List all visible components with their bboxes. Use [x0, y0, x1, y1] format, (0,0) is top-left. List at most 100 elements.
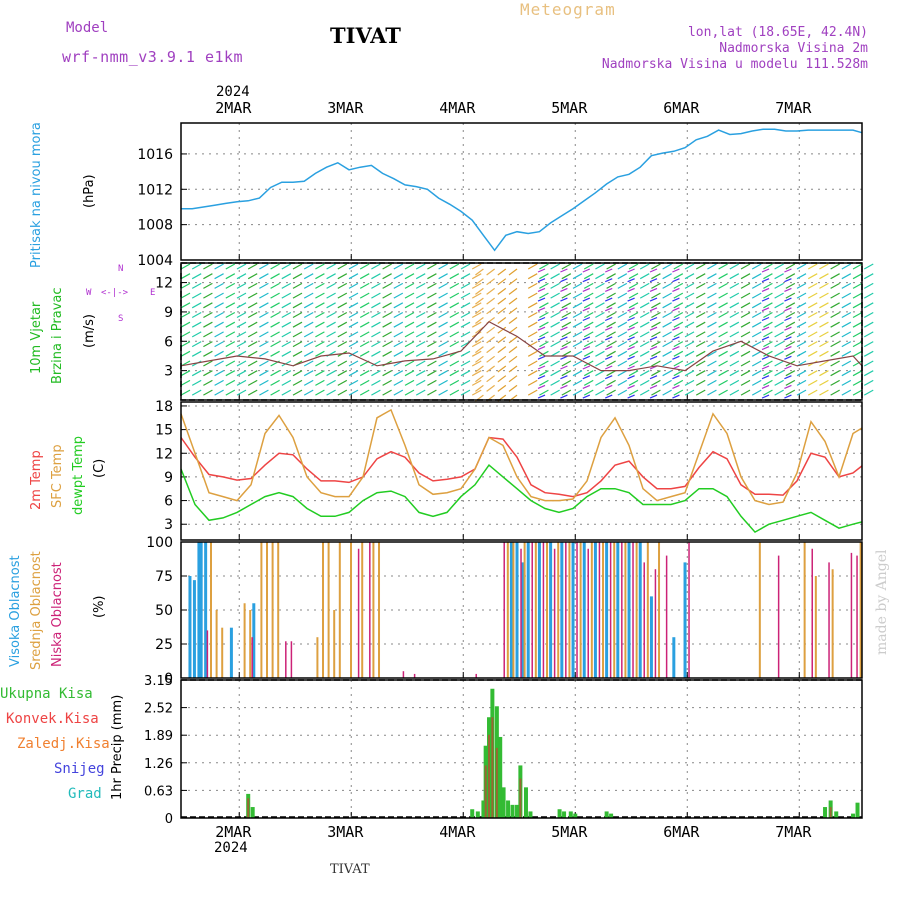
wind-barb [830, 360, 840, 367]
wind-barb [751, 341, 762, 348]
wind-barb [763, 321, 773, 328]
wind-barb [830, 379, 840, 386]
wind-barb [628, 379, 639, 386]
wind-barb-weak [560, 394, 568, 399]
y-tick-label: 0.63 [144, 784, 173, 799]
wind-barb [247, 350, 258, 357]
wind-barb [673, 341, 684, 348]
wind-barb [852, 302, 863, 309]
wind-barb [225, 370, 236, 377]
wind-barb [695, 370, 706, 377]
wind-barb-weak [784, 365, 792, 370]
wind-barb [236, 273, 247, 280]
wind-barb [595, 331, 605, 338]
conv-precip-bar [519, 778, 522, 818]
wind-barb [497, 336, 507, 344]
wind-barb [863, 331, 874, 338]
wind-barb [595, 370, 605, 377]
wind-barb [497, 287, 507, 295]
wind-barb [796, 379, 807, 386]
bottom-day-label: 4MAR [439, 823, 476, 841]
wind-barb [527, 311, 538, 319]
wind-barb-weak [627, 394, 635, 399]
wind-barb [718, 292, 728, 299]
wind-barb [606, 331, 616, 338]
wind-barb [337, 321, 348, 328]
wind-barb [337, 341, 348, 348]
wind-barb [203, 389, 213, 396]
wind-barb [617, 360, 628, 367]
wind-barb-weak [627, 307, 635, 312]
wind-barb [740, 350, 751, 357]
wind-barb [475, 355, 484, 363]
wind-barb [863, 321, 874, 328]
wind-barb [572, 331, 583, 338]
wind-barb [527, 370, 538, 377]
wind-barb [550, 341, 560, 348]
wind-barb [471, 379, 482, 386]
wind-barb [259, 360, 269, 367]
y-tick-label: 1.26 [144, 757, 173, 772]
wind-barb [527, 389, 538, 396]
wind-barb-weak [537, 268, 546, 273]
wind-barb [315, 360, 325, 367]
wind-barb-weak [582, 365, 591, 370]
wind-barb [427, 379, 437, 386]
wind-barb [863, 292, 874, 299]
wind-barb [774, 302, 784, 309]
wind-barb [740, 311, 751, 319]
wind-barb-weak [649, 375, 658, 380]
wind-barb [852, 370, 863, 377]
wind-barb [427, 263, 437, 270]
wind-barb [460, 350, 471, 357]
wind-barb [561, 282, 572, 289]
wind-barb [695, 331, 706, 338]
wind-barb [561, 311, 572, 319]
wind-barb [785, 370, 796, 377]
wind-barb [292, 350, 303, 357]
wind-barb [617, 282, 628, 289]
wind-barb-weak [649, 278, 658, 283]
wind-barb [550, 331, 560, 338]
wind-barb-weak [582, 268, 591, 273]
wind-barb [729, 350, 740, 357]
wind-barb [449, 389, 460, 396]
total-precip-bar [250, 807, 255, 818]
wind-barb [651, 331, 661, 338]
wind-barb [471, 282, 482, 289]
wind-barb [830, 282, 840, 289]
wind-barb [561, 341, 572, 348]
wind-barb [819, 350, 829, 357]
wind-barb [639, 331, 650, 338]
wind-barb [718, 282, 728, 289]
wind-barb [438, 341, 448, 348]
wind-barb-weak [784, 316, 792, 322]
wind-barb [359, 379, 370, 386]
wind-barb [508, 287, 518, 295]
wind-barb [796, 282, 807, 289]
wind-barb [695, 379, 706, 386]
wind-barb [438, 321, 448, 328]
wind-barb-weak [761, 326, 770, 331]
wind-barb [539, 360, 549, 367]
y-tick-label: 0 [164, 671, 173, 687]
wind-barb [628, 389, 639, 396]
wind-barb [550, 292, 560, 299]
y-tick-label: 1008 [137, 218, 173, 234]
wind-barb [673, 331, 684, 338]
wind-barb [281, 292, 292, 299]
wind-barb [214, 379, 224, 386]
wind-barb [359, 321, 370, 328]
wind-barb [449, 370, 460, 377]
wind-barb-weak [649, 297, 658, 302]
top-day-label: 7MAR [775, 99, 812, 117]
wind-barb [486, 326, 495, 334]
wind-barb [740, 370, 751, 377]
wind-barb [180, 321, 191, 328]
wind-barb [707, 282, 717, 289]
wind-barb [785, 273, 796, 280]
wind-barb [315, 331, 325, 338]
wind-barb [819, 311, 829, 319]
wind-barb [247, 341, 258, 348]
wind-barb [651, 321, 661, 328]
